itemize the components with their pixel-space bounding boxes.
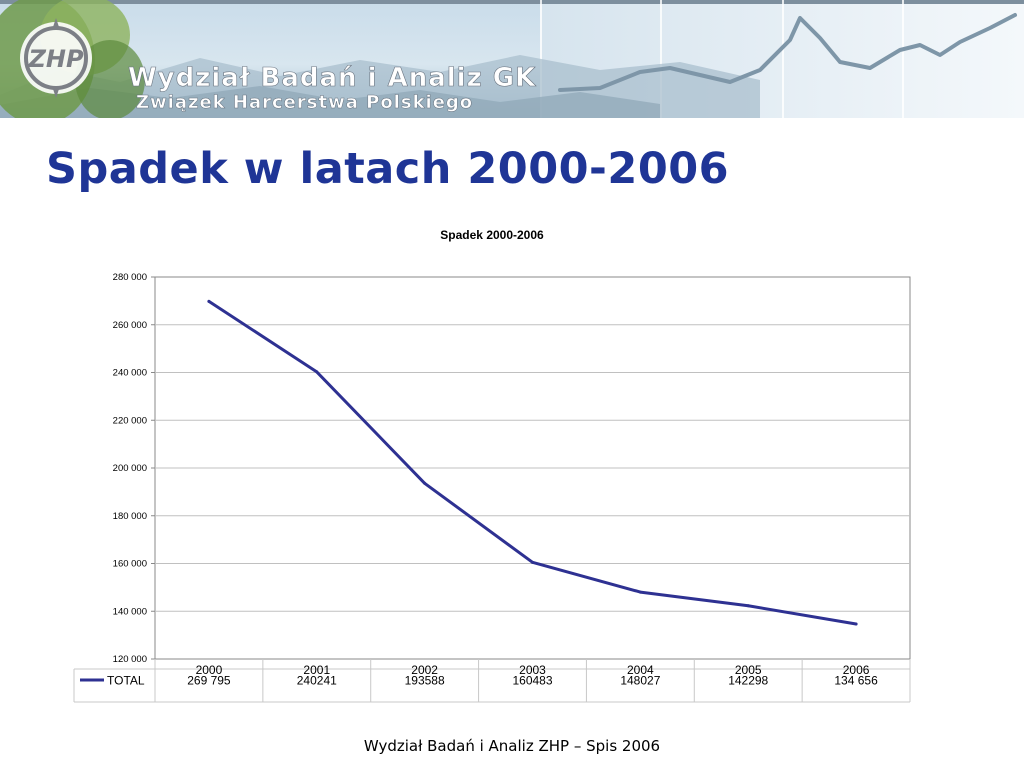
data-table-value: 193588 (405, 674, 445, 688)
data-table-value: 240241 (297, 674, 337, 688)
chart-title: Spadek 2000-2006 (440, 228, 544, 242)
y-tick-label: 260 000 (113, 320, 147, 331)
data-point (531, 560, 534, 564)
x-tick-label: 2006 (843, 663, 870, 677)
y-tick-label: 160 000 (113, 559, 147, 570)
data-point (315, 370, 319, 374)
data-table-value: 148027 (620, 674, 660, 688)
data-point (423, 481, 427, 485)
data-point (638, 590, 642, 594)
y-tick-label: 180 000 (113, 511, 147, 522)
line-chart: Spadek 2000-2006 120 000 140 000 160 000 180… (73, 228, 911, 703)
data-point (854, 622, 858, 626)
banner-line2: Związek Harcerstwa Polskiego (136, 92, 473, 113)
x-tick-label: 2004 (627, 663, 654, 677)
x-tick-label: 2003 (519, 663, 546, 677)
y-tick-label: 120 000 (113, 654, 147, 665)
data-table-value: 134 656 (834, 674, 878, 688)
data-table-value: 142298 (728, 674, 768, 688)
data-table-value: 160483 (512, 674, 552, 688)
y-tick-label: 240 000 (113, 368, 147, 379)
x-tick-label: 2002 (411, 663, 438, 677)
chart-area: Spadek 2000-2006 120 000 140 000 160 000 180… (0, 215, 1024, 715)
legend-label: TOTAL (107, 674, 145, 688)
x-tick-label: 2000 (196, 663, 223, 677)
header-banner: ZHP Wydział Badań i Analiz GK Związek Ha… (0, 0, 1024, 118)
slide-title: Spadek w latach 2000-2006 (46, 144, 730, 194)
zhp-logo: ZHP (20, 18, 92, 98)
x-tick-label: 2001 (303, 663, 330, 677)
y-tick-label: 140 000 (113, 606, 147, 617)
y-tick-label: 220 000 (113, 415, 147, 426)
footer-text: Wydział Badań i Analiz ZHP – Spis 2006 (363, 737, 661, 755)
y-tick-label: 200 000 (113, 463, 147, 474)
svg-text:ZHP: ZHP (27, 45, 83, 73)
y-tick-label: 280 000 (113, 272, 147, 283)
banner-line1: Wydział Badań i Analiz GK (128, 63, 536, 93)
x-tick-label: 2005 (735, 663, 762, 677)
data-point (746, 604, 750, 608)
data-table-value: 269 795 (187, 674, 231, 688)
data-point (207, 299, 211, 303)
